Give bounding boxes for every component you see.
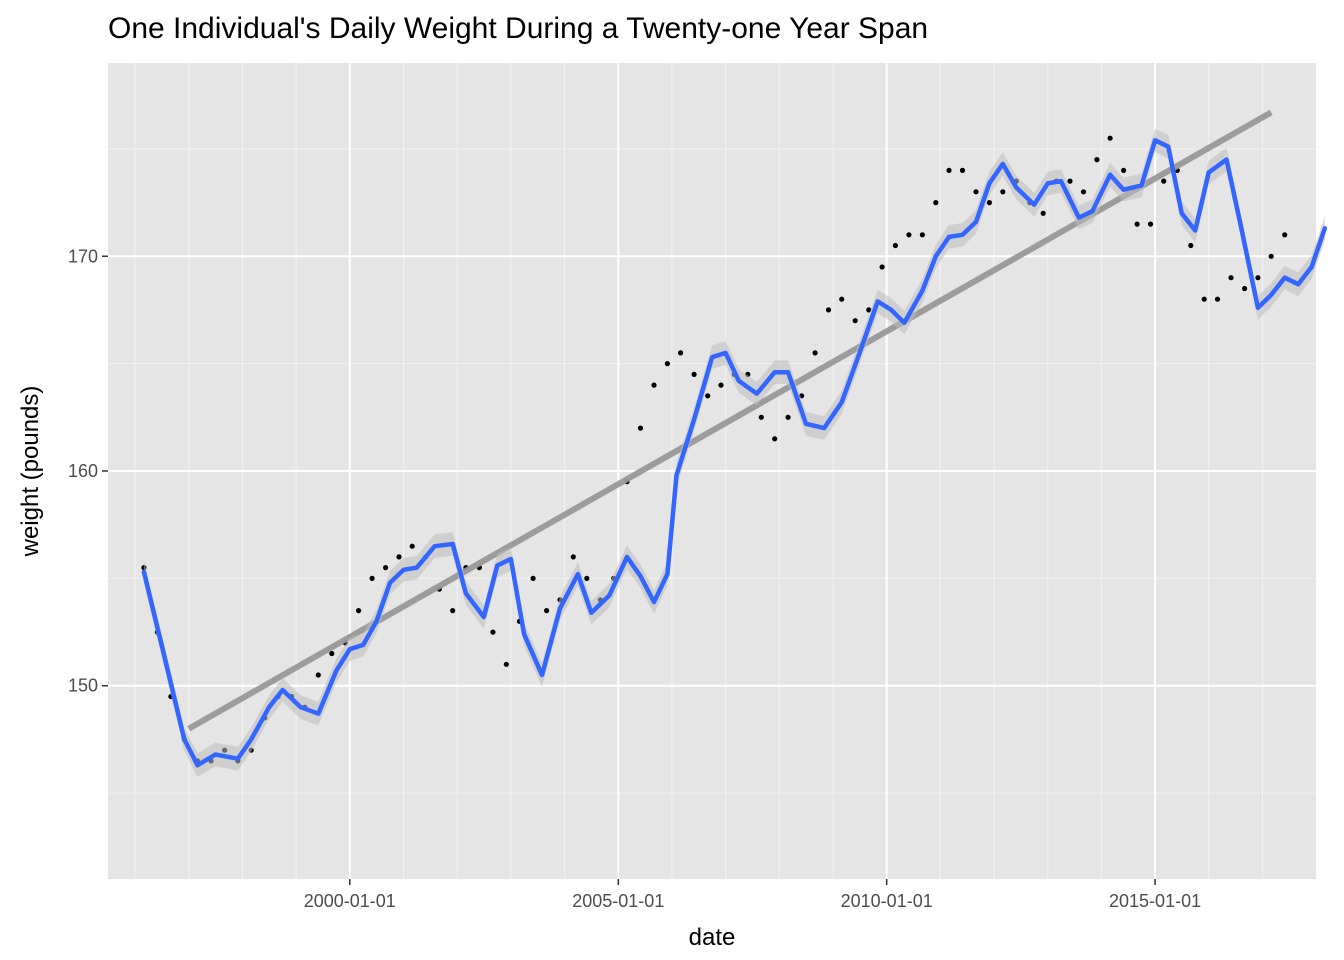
- x-axis-title: date: [689, 924, 736, 951]
- data-point: [678, 350, 684, 356]
- data-point: [450, 608, 456, 614]
- data-point: [315, 672, 321, 678]
- data-point: [329, 650, 335, 657]
- data-point: [1161, 178, 1167, 184]
- data-point: [1080, 189, 1087, 195]
- data-point: [906, 232, 912, 238]
- data-point: [584, 575, 590, 582]
- smooth-confidence-band: [143, 128, 1325, 777]
- data-point: [544, 608, 550, 614]
- data-point: [1067, 178, 1073, 184]
- data-point: [1228, 275, 1234, 281]
- data-point: [383, 565, 389, 571]
- data-point: [705, 393, 711, 399]
- grid-major: [108, 63, 1316, 879]
- data-point: [637, 425, 644, 431]
- data-point: [986, 200, 993, 206]
- data-point: [691, 371, 697, 377]
- data-point: [919, 232, 926, 238]
- chart-title: One Individual's Daily Weight During a T…: [108, 12, 928, 45]
- data-point: [892, 242, 899, 249]
- data-point: [356, 608, 362, 614]
- data-point: [1040, 210, 1046, 216]
- smooth-layer: [141, 128, 1328, 777]
- data-point: [1255, 275, 1261, 281]
- data-point: [959, 167, 966, 173]
- x-tick-label: 2000-01-01: [304, 891, 396, 911]
- data-point: [852, 318, 858, 324]
- data-point: [651, 382, 657, 388]
- data-point: [409, 543, 415, 549]
- data-point: [718, 382, 724, 388]
- data-point: [396, 554, 402, 560]
- data-point: [1242, 285, 1248, 292]
- data-point: [664, 361, 671, 367]
- y-tick-label: 170: [68, 246, 98, 266]
- data-point: [1000, 189, 1006, 195]
- y-tick-label: 150: [68, 676, 98, 696]
- data-point: [1188, 242, 1194, 249]
- data-point: [758, 414, 764, 420]
- data-point: [1147, 221, 1154, 227]
- data-point: [1121, 167, 1127, 173]
- data-point: [530, 575, 536, 582]
- data-point: [1107, 135, 1113, 141]
- smooth-line: [141, 138, 1328, 768]
- data-point: [1201, 296, 1207, 302]
- data-point: [1282, 232, 1288, 238]
- data-point: [839, 296, 845, 302]
- data-point: [825, 307, 832, 313]
- y-axis: 150 160 170: [68, 246, 108, 696]
- data-point: [772, 436, 778, 442]
- y-tick-label: 160: [68, 461, 98, 481]
- data-point: [973, 189, 979, 195]
- data-point: [503, 661, 509, 667]
- data-point: [369, 575, 375, 582]
- data-point: [1268, 253, 1274, 259]
- data-point: [1134, 221, 1140, 227]
- x-tick-label: 2015-01-01: [1109, 891, 1201, 911]
- y-axis-title: weight (pounds): [17, 386, 44, 558]
- x-tick-label: 2010-01-01: [841, 891, 933, 911]
- x-axis: 2000-01-01 2005-01-01 2010-01-01 2015-01-01: [304, 879, 1201, 911]
- data-point: [785, 414, 791, 420]
- data-point: [570, 554, 576, 560]
- data-point: [812, 350, 818, 356]
- data-point: [1094, 157, 1100, 163]
- data-point: [933, 200, 939, 206]
- data-point: [946, 167, 952, 173]
- data-point: [1214, 296, 1221, 302]
- data-point: [879, 264, 885, 270]
- data-point: [490, 629, 496, 635]
- x-tick-label: 2005-01-01: [572, 891, 664, 911]
